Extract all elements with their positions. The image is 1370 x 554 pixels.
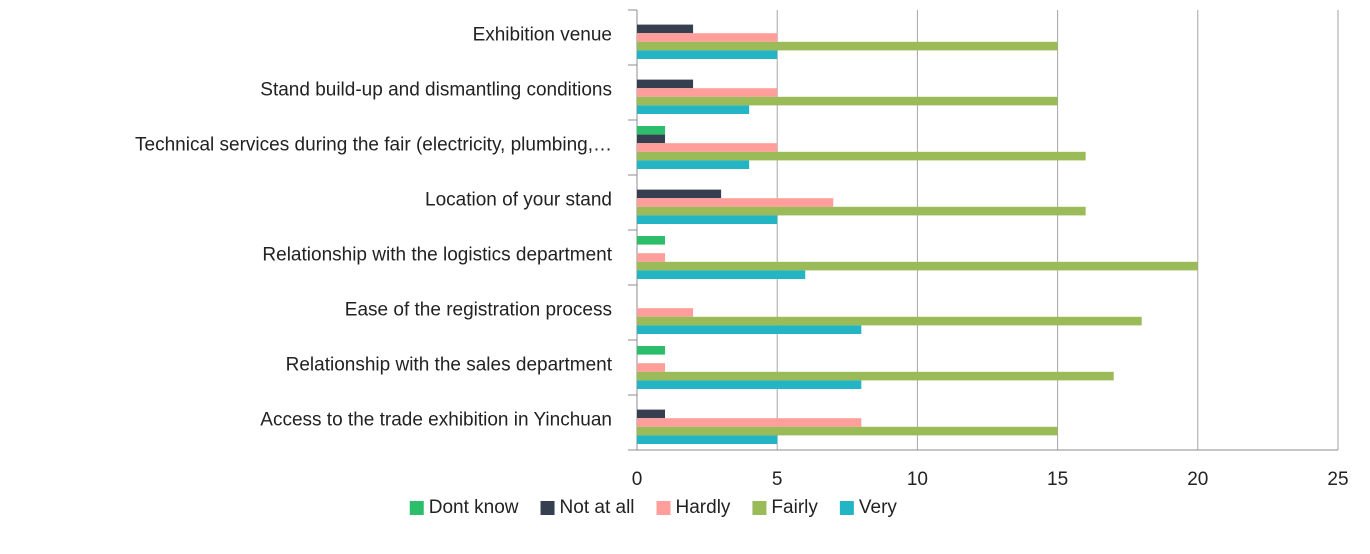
- bar: [637, 105, 750, 114]
- y-tick-label: Relationship with the sales department: [286, 355, 613, 376]
- bar: [637, 418, 862, 427]
- bar: [637, 325, 862, 334]
- y-tick-label: Location of your stand: [425, 190, 612, 211]
- legend-swatch: [752, 501, 767, 515]
- legend-label: Not at all: [560, 497, 635, 518]
- bar: [637, 79, 694, 89]
- y-tick-label: Technical services during the fair (elec…: [135, 135, 612, 156]
- bar: [637, 316, 1142, 326]
- legend-swatch: [540, 501, 555, 515]
- x-tick-label: 25: [1327, 469, 1348, 490]
- y-tick-label: Ease of the registration process: [345, 300, 612, 321]
- bar: [637, 409, 666, 419]
- bar: [637, 24, 694, 34]
- y-tick-label: Stand build-up and dismantling condition…: [260, 80, 612, 101]
- bar: [637, 41, 1058, 51]
- bar: [637, 371, 1114, 381]
- y-tick-label: Relationship with the logistics departme…: [262, 245, 612, 266]
- bar: [637, 96, 1058, 106]
- bar: [637, 198, 834, 207]
- bar: [637, 308, 694, 317]
- bar: [637, 206, 1086, 216]
- legend-label: Dont know: [429, 497, 519, 518]
- x-tick-label: 10: [907, 469, 928, 490]
- legend-label: Very: [859, 497, 898, 518]
- bar: [637, 346, 666, 355]
- bar: [637, 88, 778, 97]
- x-tick-label: 0: [632, 469, 643, 490]
- legend-label: Fairly: [771, 497, 818, 518]
- legend-swatch: [656, 501, 671, 515]
- y-tick-label: Access to the trade exhibition in Yinchu…: [260, 410, 612, 431]
- bar: [637, 380, 862, 389]
- bar: [637, 236, 666, 245]
- bar: [637, 160, 750, 169]
- bar: [637, 435, 778, 444]
- bar: [637, 189, 722, 199]
- x-tick-label: 20: [1187, 469, 1208, 490]
- bar: [637, 270, 806, 279]
- legend-swatch: [839, 501, 854, 515]
- bar: [637, 215, 778, 224]
- bar: [637, 33, 778, 42]
- bar: [637, 253, 666, 262]
- bar: [637, 126, 666, 135]
- bar: [637, 134, 666, 144]
- y-tick-label: Exhibition venue: [473, 25, 612, 46]
- bar: [637, 143, 778, 152]
- legend-swatch: [409, 501, 424, 515]
- x-tick-label: 5: [772, 469, 783, 490]
- bar: [637, 363, 666, 372]
- legend-label: Hardly: [676, 497, 731, 518]
- bar: [637, 151, 1086, 161]
- bar: [637, 50, 778, 59]
- x-tick-label: 15: [1047, 469, 1068, 490]
- bar: [637, 261, 1198, 271]
- bar: [637, 426, 1058, 436]
